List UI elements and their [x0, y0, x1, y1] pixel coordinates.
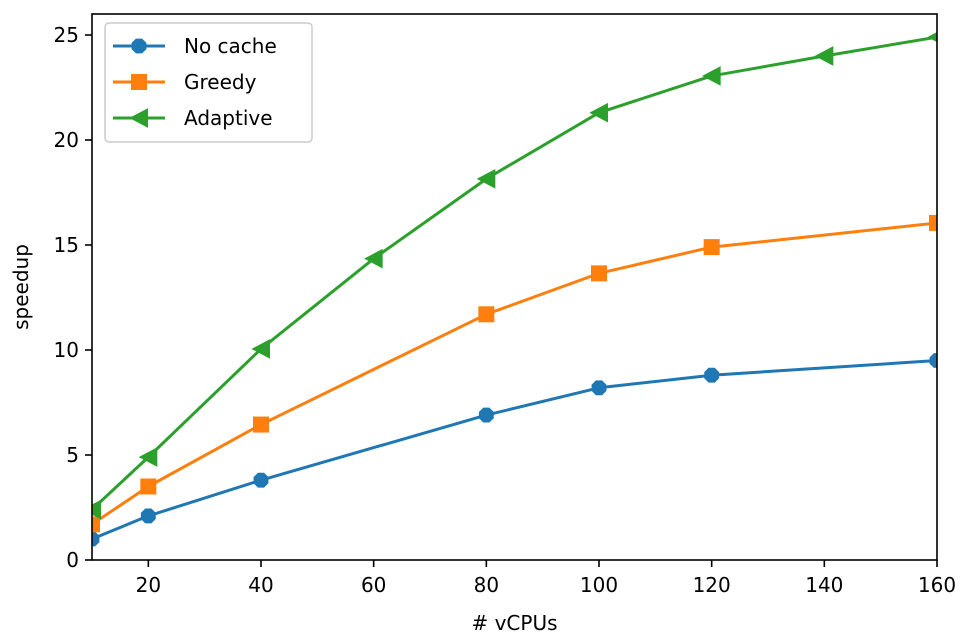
y-tick-label-5: 25 — [54, 23, 79, 47]
data-point-1-6 — [929, 214, 937, 231]
legend-label-2: Adaptive — [184, 106, 273, 130]
data-point-1-4 — [591, 265, 607, 282]
data-point-2-1 — [138, 447, 158, 467]
data-point-1-5 — [703, 239, 720, 256]
x-tick-label-7: 160 — [918, 573, 956, 597]
series-0 — [92, 353, 937, 547]
y-tick-label-0: 0 — [66, 548, 79, 572]
x-tick-label-4: 100 — [580, 573, 618, 597]
series-1 — [92, 214, 937, 533]
x-tick-label-3: 80 — [474, 573, 499, 597]
data-point-0-0 — [92, 531, 100, 547]
y-tick-label-3: 15 — [54, 233, 79, 257]
data-point-1-3 — [478, 306, 495, 323]
data-point-0-1 — [140, 508, 156, 524]
data-point-1-2 — [253, 416, 269, 433]
data-point-2-5 — [589, 102, 608, 123]
x-tick-label-0: 20 — [136, 573, 161, 597]
legend-entry-1: Greedy — [113, 70, 257, 94]
legend-entry-2: Adaptive — [113, 106, 273, 130]
x-tick-label-5: 120 — [693, 573, 731, 597]
x-tick-label-1: 40 — [248, 573, 273, 597]
data-point-2-7 — [814, 46, 834, 66]
data-point-2-8 — [927, 32, 937, 43]
data-point-0-4 — [591, 380, 607, 396]
data-point-0-6 — [929, 353, 937, 368]
legend-marker-0 — [131, 38, 147, 54]
data-point-2-3 — [364, 248, 383, 269]
axes-layer: 20 40 60 80 100 120 140 160 0 5 10 15 20 25 # vCPUs spe… — [9, 13, 956, 635]
legend-box — [104, 22, 313, 143]
legend-marker-2 — [129, 108, 148, 128]
x-tick-label-2: 60 — [361, 573, 386, 597]
data-point-2-2 — [251, 339, 270, 359]
data-point-1-1 — [140, 478, 157, 495]
data-point-0-5 — [704, 367, 720, 383]
data-point-0-3 — [478, 407, 494, 423]
y-tick-label-2: 10 — [54, 338, 79, 362]
legend-label-1: Greedy — [184, 70, 257, 94]
data-point-2-6 — [702, 66, 721, 86]
y-tick-label-4: 20 — [54, 128, 79, 152]
series-layer — [92, 32, 937, 547]
legend-entry-0: No cache — [113, 34, 277, 58]
data-point-1-0 — [92, 516, 100, 533]
y-tick-label-1: 5 — [66, 443, 79, 467]
data-point-2-0 — [92, 499, 101, 520]
legend-marker-1 — [131, 74, 147, 90]
data-point-0-2 — [253, 472, 269, 488]
y-axis-title: speedup — [9, 244, 33, 330]
plot-frame — [91, 13, 938, 561]
x-tick-label-6: 140 — [805, 573, 843, 597]
x-axis-title: # vCPUs — [471, 611, 557, 635]
data-point-2-4 — [476, 169, 496, 189]
legend-label-0: No cache — [184, 34, 277, 58]
series-2 — [92, 32, 937, 520]
legend: No cache Greedy Adaptive — [104, 22, 313, 143]
